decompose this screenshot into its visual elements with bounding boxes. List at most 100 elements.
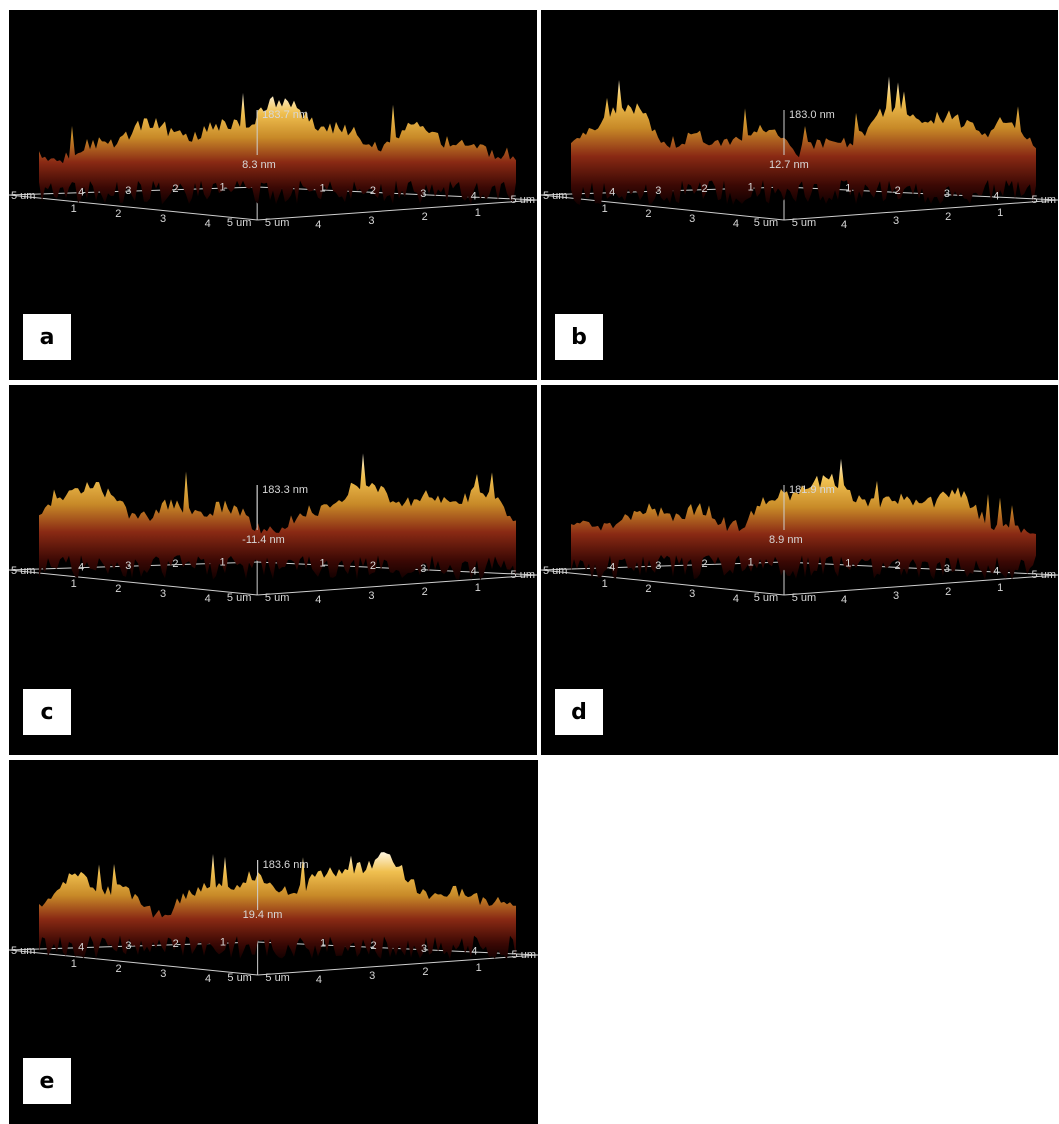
axis-label: 5 um xyxy=(227,972,251,984)
axis-label: 3 xyxy=(655,185,661,197)
axis-label: 5 um xyxy=(11,945,35,957)
axis-label: 4 xyxy=(993,565,999,577)
axis-label: 3 xyxy=(689,588,695,600)
axis-label: 5 um xyxy=(792,217,816,229)
axis-line xyxy=(9,950,258,975)
axis-label: 5 um xyxy=(543,565,567,577)
axis-label: 3 xyxy=(125,185,131,197)
axis-label: 4 xyxy=(315,594,321,606)
axis-label: 1 xyxy=(748,557,754,569)
axis-label: 2 xyxy=(172,183,178,195)
axis-label: 2 xyxy=(701,183,707,195)
axis-label: 2 xyxy=(895,185,901,197)
axis-label: 2 xyxy=(115,208,121,220)
axis-label: 5 um xyxy=(543,190,567,202)
axis-label: 4 xyxy=(471,945,477,957)
axis-label: 4 xyxy=(205,218,211,230)
axis-label: 3 xyxy=(420,188,426,200)
axis-label: 2 xyxy=(422,211,428,223)
axis-label: 1 xyxy=(845,183,851,195)
axis-label: 3 xyxy=(368,215,374,227)
surface xyxy=(571,76,1036,204)
axis-label: 1 xyxy=(71,578,77,590)
axis-label: 3 xyxy=(944,188,950,200)
axis-label: 3 xyxy=(689,213,695,225)
axis-label: 3 xyxy=(655,560,661,572)
panel-label: c xyxy=(40,700,53,725)
axis-label: 4 xyxy=(205,593,211,605)
axis-line xyxy=(257,200,537,220)
axis-label: 5 um xyxy=(512,949,536,961)
axis-label: 3 xyxy=(368,590,374,602)
axis-label: 3 xyxy=(160,213,166,225)
axis-label: 5 um xyxy=(265,217,289,229)
z-max-label: 183.0 nm xyxy=(789,109,835,121)
axis-label: 5 um xyxy=(792,592,816,604)
axis-line xyxy=(257,575,537,595)
axis-label: 2 xyxy=(115,583,121,595)
axis-line xyxy=(784,200,1058,220)
axis-label: 2 xyxy=(115,963,121,975)
axis-label: 5 um xyxy=(265,592,289,604)
axis-label: 3 xyxy=(369,970,375,982)
axis-line xyxy=(258,955,538,975)
axis-label: 5 um xyxy=(1032,194,1056,206)
z-min-label: 8.9 nm xyxy=(769,534,803,546)
axis-label: 3 xyxy=(420,563,426,575)
figure: 183.7 nm8.3 nm5 um5 um5 um5 um1111222233… xyxy=(0,0,1059,1124)
axis-label: 1 xyxy=(320,938,326,950)
axis-label: 4 xyxy=(471,190,477,202)
axis-label: 2 xyxy=(895,560,901,572)
z-min-label: 8.3 nm xyxy=(242,159,276,171)
axis-label: 1 xyxy=(220,182,226,194)
axis-line xyxy=(9,195,257,220)
axis-label: 3 xyxy=(160,588,166,600)
axis-label: 5 um xyxy=(11,190,35,202)
axis-label: 4 xyxy=(609,186,615,198)
surface xyxy=(571,459,1036,580)
axis-label: 4 xyxy=(841,594,847,606)
axis-label: 2 xyxy=(422,966,428,978)
axis-label: 1 xyxy=(475,207,481,219)
axis-label: 2 xyxy=(173,938,179,950)
axis-label: 2 xyxy=(945,586,951,598)
z-max-label: 183.7 nm xyxy=(262,109,308,121)
axis-label: 5 um xyxy=(11,565,35,577)
axis-label: 2 xyxy=(645,583,651,595)
axis-label: 3 xyxy=(421,943,427,955)
axis-label: 2 xyxy=(701,558,707,570)
axis-label: 3 xyxy=(160,968,166,980)
z-min-label: 12.7 nm xyxy=(769,159,809,171)
axis-label: 4 xyxy=(841,219,847,231)
afm-panel: 181.9 nm8.9 nm5 um5 um5 um5 um1111222233… xyxy=(541,385,1058,755)
panel-label: e xyxy=(40,1069,55,1094)
axis-label: 5 um xyxy=(227,217,251,229)
panel-label: b xyxy=(571,325,587,350)
axis-label: 3 xyxy=(125,560,131,572)
axis-label: 3 xyxy=(944,563,950,575)
axis-label: 4 xyxy=(78,186,84,198)
axis-label: 5 um xyxy=(1032,569,1056,581)
axis-label: 4 xyxy=(316,974,322,986)
axis-label: 1 xyxy=(71,958,77,970)
axis-label: 2 xyxy=(370,185,376,197)
axis-label: 2 xyxy=(422,586,428,598)
z-max-label: 183.3 nm xyxy=(262,484,308,496)
axis-label: 4 xyxy=(733,593,739,605)
axis-label: 2 xyxy=(645,208,651,220)
axis-label: 5 um xyxy=(227,592,251,604)
axis-label: 1 xyxy=(997,582,1003,594)
axis-label: 4 xyxy=(205,973,211,985)
axis-label: 1 xyxy=(748,182,754,194)
axis-label: 2 xyxy=(172,558,178,570)
axis-label: 3 xyxy=(125,940,131,952)
axis-label: 2 xyxy=(370,560,376,572)
axis-line xyxy=(784,575,1058,595)
axis-label: 1 xyxy=(220,937,226,949)
axis-label: 4 xyxy=(78,941,84,953)
z-min-label: -11.4 nm xyxy=(242,534,285,546)
